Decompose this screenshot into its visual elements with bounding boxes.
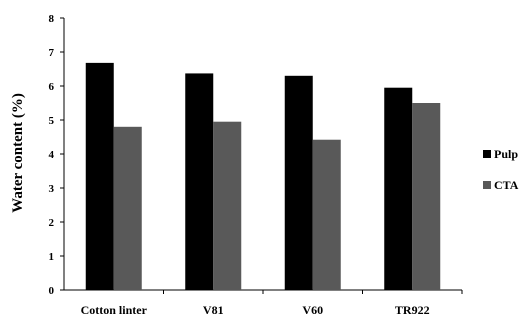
- y-tick-label: 4: [49, 149, 55, 161]
- x-tick-label: V60: [302, 303, 323, 317]
- y-tick-label: 5: [49, 115, 55, 127]
- bar-pulp-2: [284, 75, 313, 290]
- bar-pulp-3: [384, 87, 413, 290]
- y-axis-title-group: Water content (%): [10, 93, 26, 213]
- y-tick-label: 6: [49, 81, 55, 93]
- y-tick-label: 7: [49, 47, 55, 59]
- x-tick-label: TR922: [395, 303, 430, 317]
- legend-label-cta: CTA: [494, 178, 519, 192]
- y-tick-label: 1: [49, 251, 55, 263]
- bar-cta-1: [213, 121, 242, 290]
- y-tick-label: 8: [49, 13, 55, 25]
- legend-swatch-pulp: [483, 150, 491, 158]
- x-axis-labels: Cotton linter V81 V60 TR922: [81, 290, 463, 317]
- y-tick-label: 2: [49, 217, 55, 229]
- bar-cta-2: [312, 139, 341, 290]
- legend-swatch-cta: [483, 181, 491, 189]
- bar-cta-3: [412, 103, 441, 290]
- legend: Pulp CTA: [483, 147, 519, 192]
- bar-cta-0: [113, 126, 142, 290]
- x-tick-label: Cotton linter: [81, 303, 148, 317]
- bars: [85, 62, 441, 290]
- y-tick-label: 0: [49, 285, 55, 297]
- bar-pulp-1: [185, 73, 214, 290]
- y-axis-title: Water content (%): [10, 93, 26, 213]
- y-axis-ticks: 0 1 2 3 4 5 6 7 8: [49, 13, 64, 297]
- legend-label-pulp: Pulp: [494, 147, 518, 161]
- y-tick-label: 3: [49, 183, 55, 195]
- x-tick-label: V81: [203, 303, 224, 317]
- bar-pulp-0: [85, 62, 114, 290]
